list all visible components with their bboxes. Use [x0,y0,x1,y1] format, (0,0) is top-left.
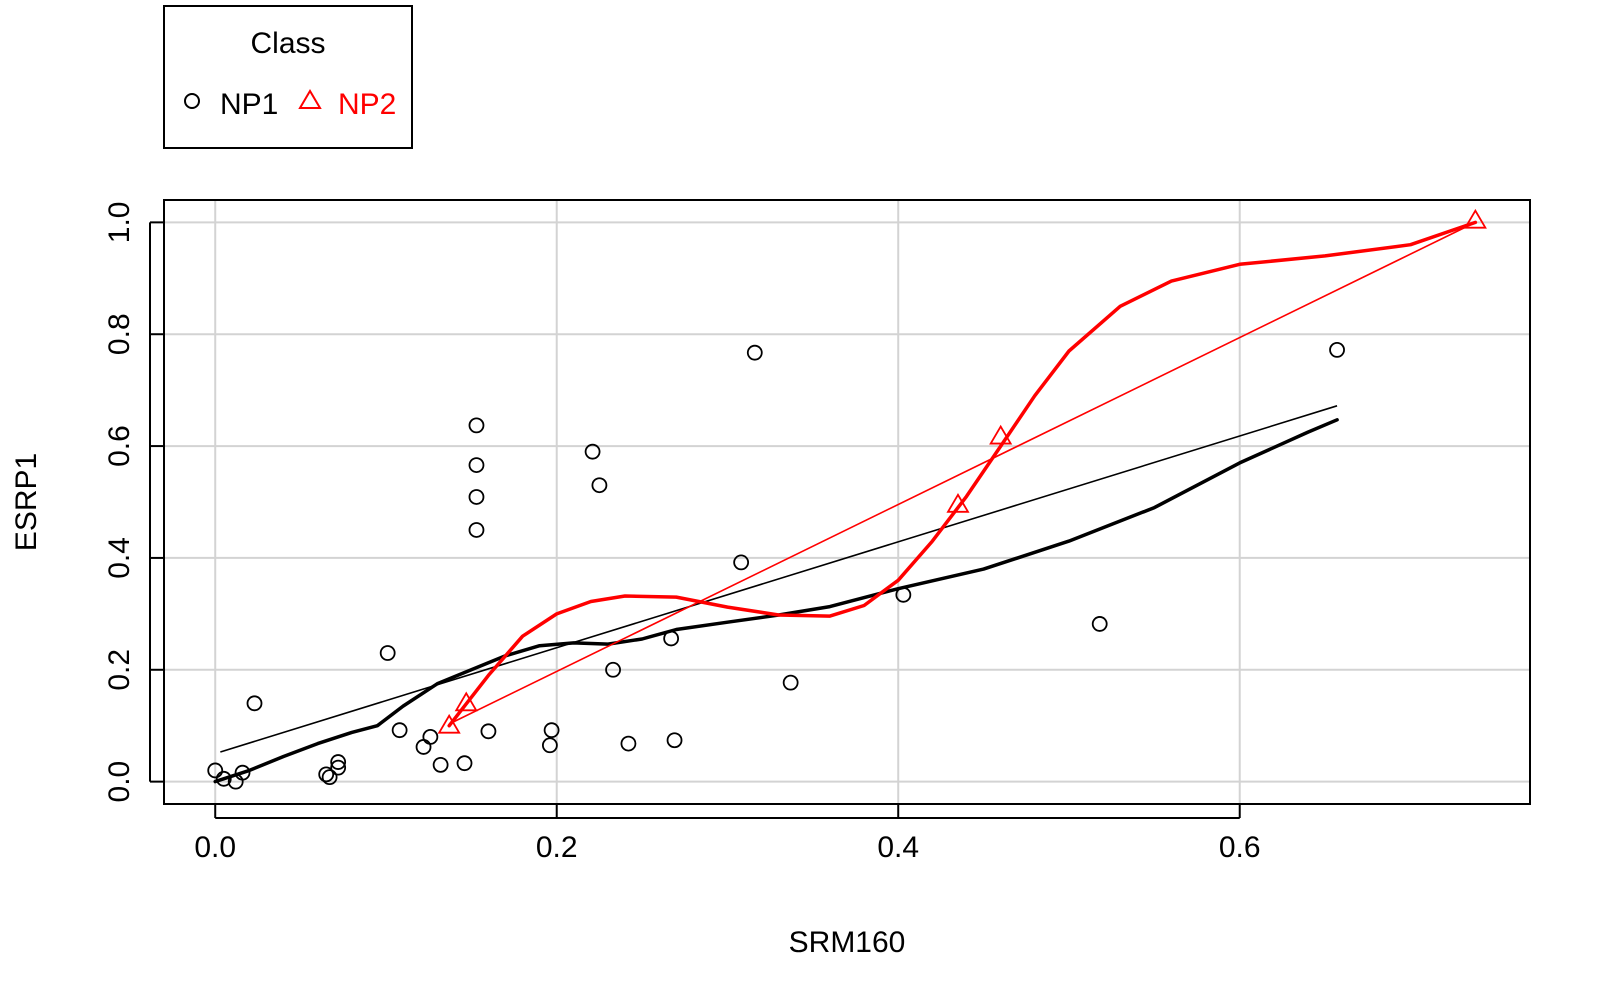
point-np1 [321,769,338,786]
smooth-curve-np2 [447,220,1478,728]
point-np1 [456,755,473,772]
point-np2 [989,424,1013,445]
point-np1 [379,645,396,661]
x-tick-label: 0.2 [536,831,578,864]
legend-title: Class [250,27,325,60]
point-np1 [234,764,251,781]
point-np1 [733,554,750,571]
smooth-curve-np1 [213,418,1339,784]
point-np1 [468,489,485,505]
x-tick-label: 0.0 [194,831,236,864]
y-tick-label: 0.6 [103,425,136,467]
grid-lines [164,200,1530,804]
point-np1 [895,586,912,603]
point-np1 [746,344,763,361]
fit-line-np2 [448,221,1476,725]
point-np1 [543,722,560,739]
point-np1 [541,737,558,754]
point-np1 [620,735,637,752]
point-np1 [605,661,621,678]
x-tick-label: 0.4 [877,831,919,864]
point-np1 [330,754,347,770]
point-np1 [422,728,439,745]
point-np2 [437,713,461,734]
point-np1 [432,756,449,773]
legend-label-np2: NP2 [338,88,396,121]
legend: Class NP1 NP2 [163,5,413,149]
point-np1 [318,766,335,783]
x-tick-label: 0.6 [1219,831,1261,864]
plot-frame [163,199,1531,805]
x-axis: 0.0 0.2 0.4 0.6 [194,804,1261,864]
fit-lines [213,220,1478,784]
point-np1 [391,722,408,739]
point-np1 [663,630,680,647]
legend-box [163,5,413,149]
point-np1 [468,522,485,538]
point-np1 [1091,616,1108,632]
point-np1 [215,770,232,787]
data-points [207,208,1487,790]
point-np2 [454,691,478,712]
point-np1 [415,739,432,755]
y-tick-label: 0.8 [103,313,136,355]
y-axis: 0.0 0.2 0.4 0.6 0.8 1.0 [103,202,164,803]
point-np2 [1463,208,1487,229]
fit-line-np1 [220,405,1338,753]
legend-circle-marker [184,93,200,109]
point-np1 [468,417,485,434]
y-axis-label: ESRP1 [10,453,43,551]
point-np1 [584,443,601,460]
y-tick-label: 0.4 [103,537,136,579]
point-np1 [666,732,683,749]
y-tick-label: 0.2 [103,649,136,691]
legend-triangle-marker [298,89,322,109]
legend-label-np1: NP1 [220,88,278,121]
point-np1 [782,674,799,691]
point-np1 [480,723,497,740]
point-np1 [591,477,608,494]
point-np1 [246,695,263,712]
y-tick-label: 0.0 [103,761,136,803]
point-np2 [946,493,970,513]
y-tick-label: 1.0 [103,202,136,244]
point-np1 [330,759,347,776]
point-np1 [1329,341,1345,358]
x-axis-label: SRM160 [789,926,906,959]
point-np1 [468,457,485,473]
point-np1 [207,762,224,779]
